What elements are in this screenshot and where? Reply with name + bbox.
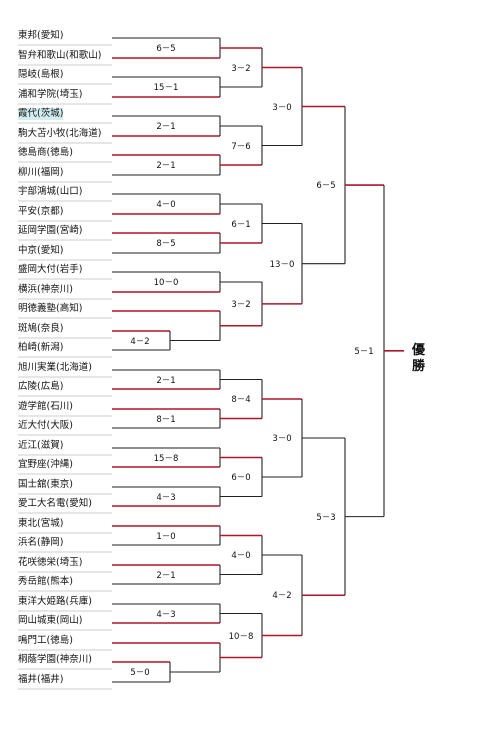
match-score: 13－0 <box>269 259 295 270</box>
team-name: 東邦(愛知) <box>18 30 64 41</box>
match-score: 4－3 <box>156 492 176 503</box>
match-score: 8－4 <box>231 395 251 405</box>
match-score: 6－5 <box>156 44 176 54</box>
match-score: 1－0 <box>156 531 176 542</box>
team-name: 近大付(大阪) <box>18 420 73 431</box>
match-score: 4－0 <box>156 200 176 210</box>
match-score: 5－0 <box>130 668 150 678</box>
team-name: 延岡学園(宮崎) <box>18 225 83 236</box>
team-name: 近江(滋賀) <box>18 440 64 451</box>
team-name: 旭川実業(北海道) <box>18 362 92 373</box>
match-score: 7－6 <box>231 141 251 152</box>
match-score: 15－1 <box>153 83 179 93</box>
match-score: 3－0 <box>272 102 292 113</box>
match-score: 2－1 <box>156 375 176 386</box>
team-name: 隠岐(島根) <box>18 69 64 80</box>
team-name: 国士舘(東京) <box>18 479 73 490</box>
match-score: 6－0 <box>231 473 251 483</box>
match-score: 3－2 <box>231 299 251 310</box>
match-score: 15－8 <box>153 453 179 464</box>
team-name: 智弁和歌山(和歌山) <box>18 50 102 61</box>
team-name: 浜名(静岡) <box>18 537 64 548</box>
match-score: 2－1 <box>156 570 176 581</box>
match-score: 10－0 <box>153 278 179 288</box>
team-name: 明徳義塾(高知) <box>18 303 83 314</box>
team-name: 柳川(福岡) <box>18 167 64 178</box>
match-score: 8－1 <box>156 414 176 425</box>
match-score: 5－1 <box>354 346 374 357</box>
match-score: 4－0 <box>231 551 251 561</box>
match-score: 6－5 <box>316 181 336 192</box>
team-name: 花咲徳栄(埼玉) <box>18 557 83 568</box>
team-name: 盛岡大付(岩手) <box>18 264 83 275</box>
team-name: 福井(福井) <box>18 674 64 685</box>
team-name: 鳴門工(徳島) <box>18 635 73 646</box>
match-score: 6－1 <box>231 219 251 230</box>
match-score: 2－1 <box>156 161 176 171</box>
team-name: 平安(京都) <box>18 206 64 217</box>
team-name: 岡山城東(岡山) <box>18 615 83 626</box>
match-score: 2－1 <box>156 122 176 132</box>
team-name: 浦和学院(埼玉) <box>18 89 83 100</box>
match-score: 3－0 <box>272 434 292 444</box>
team-name: 桐蔭学園(神奈川) <box>18 654 92 665</box>
match-score: 8－5 <box>156 239 176 249</box>
team-name: 中京(愛知) <box>18 245 64 256</box>
team-name: 横浜(神奈川) <box>18 284 73 295</box>
match-score: 4－2 <box>130 336 150 347</box>
team-name: 東洋大姫路(兵庫) <box>18 596 92 607</box>
team-name: 愛工大名電(愛知) <box>18 498 92 509</box>
team-name: 遊学館(石川) <box>18 401 73 412</box>
team-name: 宇部鴻城(山口) <box>18 186 83 197</box>
team-name: 霞代(茨城) <box>18 108 64 120</box>
team-name: 宜野座(沖縄) <box>18 459 73 470</box>
team-name: 徳島商(徳島) <box>18 147 73 158</box>
match-score: 4－2 <box>272 591 292 602</box>
match-score: 3－2 <box>231 63 251 74</box>
team-name: 駒大苫小牧(北海道) <box>18 128 102 139</box>
champion-label: 優勝 <box>412 343 426 374</box>
match-score: 5－3 <box>316 512 336 523</box>
team-name: 東北(宮城) <box>18 518 64 529</box>
match-score: 10－8 <box>228 631 254 642</box>
match-score: 4－3 <box>156 609 176 620</box>
team-name: 広陵(広島) <box>18 381 64 392</box>
team-name: 斑鳩(奈良) <box>18 323 64 334</box>
team-name: 秀岳館(熊本) <box>18 576 73 587</box>
team-name: 柏崎(新潟) <box>18 342 64 353</box>
